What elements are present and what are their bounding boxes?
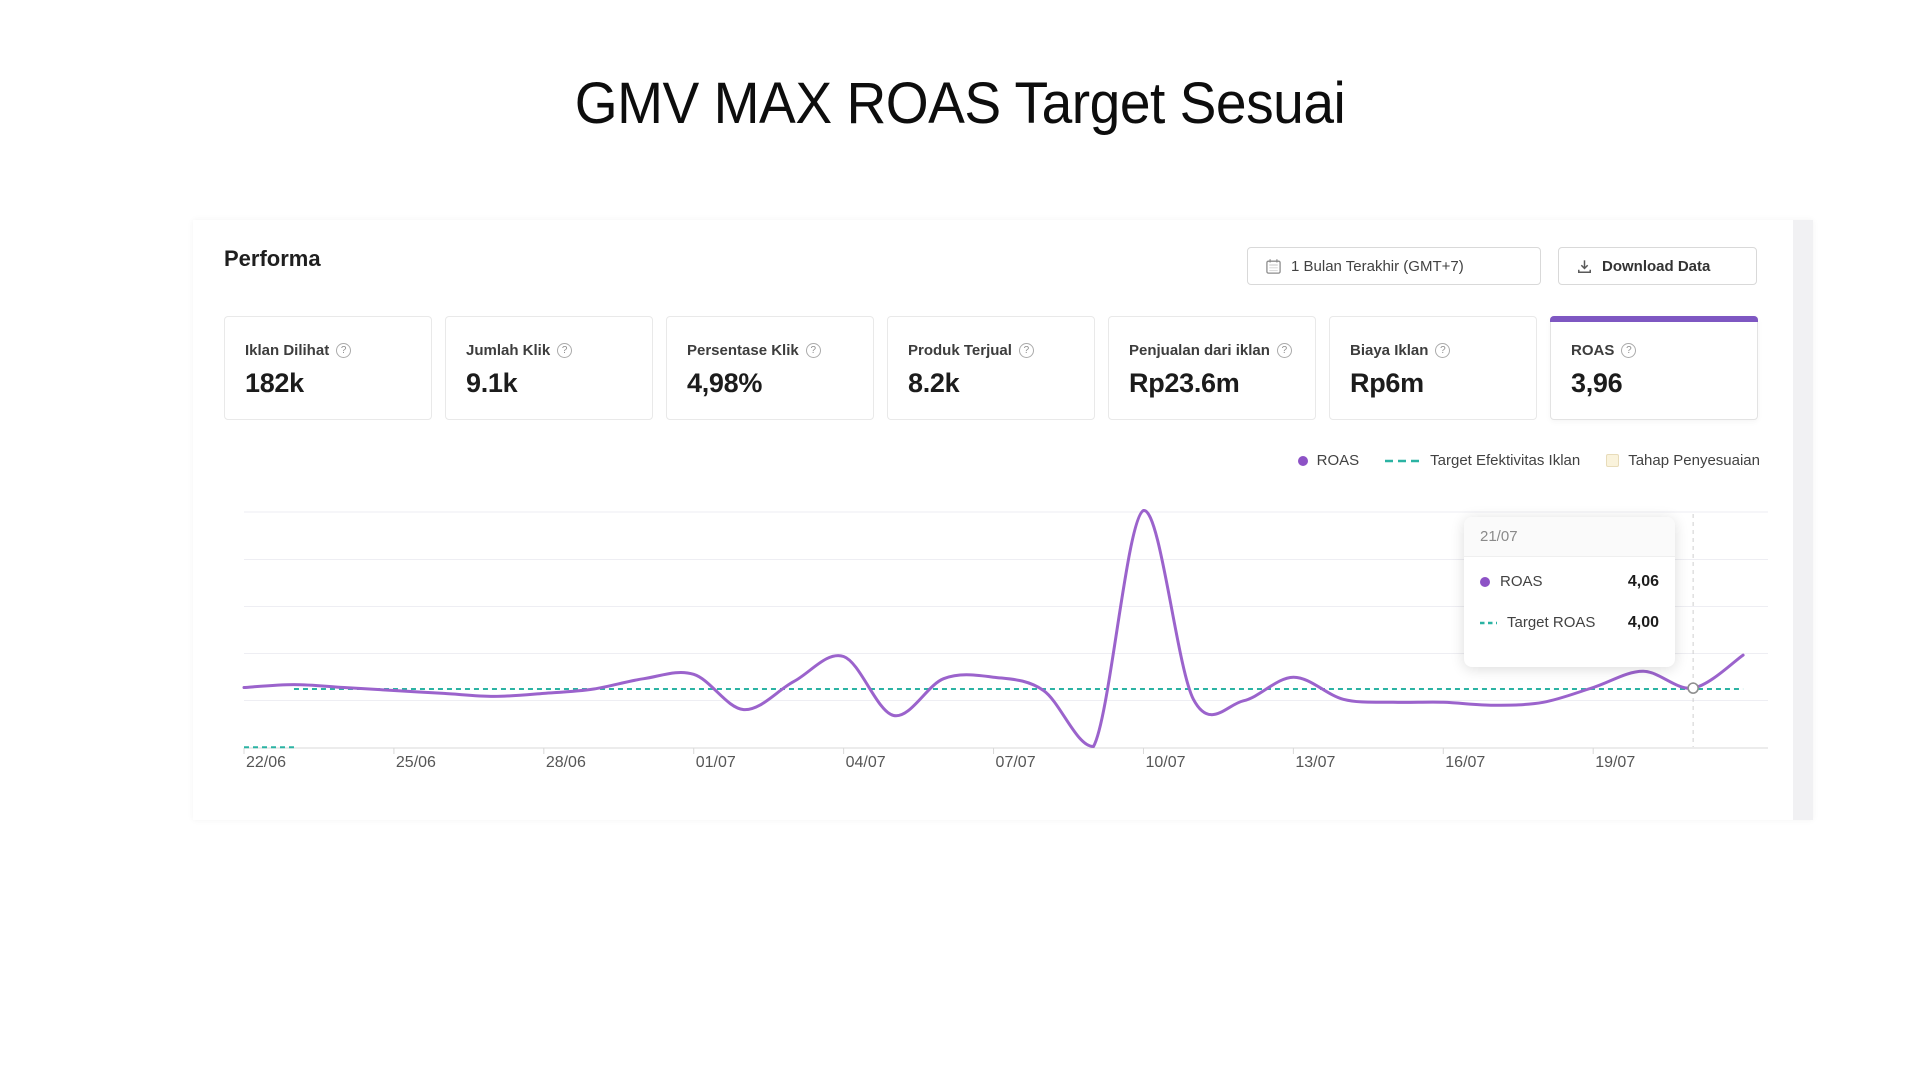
legend-square-icon xyxy=(1606,454,1620,467)
metric-label: Biaya Iklan xyxy=(1350,342,1429,359)
help-icon[interactable]: ? xyxy=(1276,343,1292,358)
help-icon[interactable]: ? xyxy=(1435,343,1451,358)
tooltip-date: 21/07 xyxy=(1464,517,1675,557)
metric-value: 4,98% xyxy=(687,368,763,398)
metric-label: Persentase Klik xyxy=(687,342,799,359)
x-axis-label: 22/06 xyxy=(246,754,287,771)
metric-label: Produk Terjual xyxy=(908,342,1012,359)
metric-label: Iklan Dilihat xyxy=(245,342,330,359)
metric-label: Penjualan dari iklan xyxy=(1129,342,1270,359)
metric-card-iklan-dilihat[interactable]: Iklan Dilihat ? 182k xyxy=(224,316,432,420)
metric-value: 3,96 xyxy=(1571,368,1623,398)
x-axis-label: 28/06 xyxy=(545,754,586,771)
metric-value: 182k xyxy=(245,368,304,398)
legend-item-tahap-penyesuaian[interactable]: Tahap Penyesuaian xyxy=(1606,452,1760,469)
date-range-button[interactable]: 1 Bulan Terakhir (GMT+7) xyxy=(1247,247,1541,285)
legend-label: Tahap Penyesuaian xyxy=(1628,452,1760,469)
x-axis-label: 19/07 xyxy=(1595,754,1636,771)
tooltip-label: Target ROAS xyxy=(1507,614,1596,631)
metric-card-produk-terjual[interactable]: Produk Terjual ? 8.2k xyxy=(887,316,1095,420)
metric-value: 9.1k xyxy=(466,368,518,398)
tooltip-value: 4,06 xyxy=(1627,572,1659,590)
download-icon xyxy=(1576,258,1593,275)
tooltip-dashed-line-icon xyxy=(1480,621,1497,625)
x-axis-label: 25/06 xyxy=(395,754,436,771)
calendar-icon xyxy=(1265,258,1282,275)
download-data-label: Download Data xyxy=(1602,257,1711,275)
x-axis-label: 16/07 xyxy=(1445,754,1486,771)
tooltip-row-target-roas: Target ROAS 4,00 xyxy=(1464,606,1675,639)
help-icon[interactable]: ? xyxy=(1018,343,1034,358)
metric-cards-row: Iklan Dilihat ? 182k Jumlah Klik ? 9.1k … xyxy=(224,316,1758,420)
chart-legend: ROAS Target Efektivitas Iklan Tahap Peny… xyxy=(1297,452,1760,469)
metric-value: 8.2k xyxy=(908,368,960,398)
metric-card-roas[interactable]: ROAS ? 3,96 xyxy=(1550,316,1758,420)
date-range-label: 1 Bulan Terakhir (GMT+7) xyxy=(1291,257,1464,275)
metric-card-penjualan-dari-iklan[interactable]: Penjualan dari iklan ? Rp23.6m xyxy=(1108,316,1316,420)
metric-card-jumlah-klik[interactable]: Jumlah Klik ? 9.1k xyxy=(445,316,653,420)
metric-card-persentase-klik[interactable]: Persentase Klik ? 4,98% xyxy=(666,316,874,420)
x-axis-label: 07/07 xyxy=(995,754,1036,771)
performa-panel: Performa 1 Bulan Terakhir (GMT+7) Downlo… xyxy=(193,220,1813,820)
help-icon[interactable]: ? xyxy=(336,343,352,358)
download-data-button[interactable]: Download Data xyxy=(1558,247,1757,285)
x-axis: 22/06 25/06 28/06 01/07 04/07 07/07 10/0… xyxy=(193,754,1813,778)
help-icon[interactable]: ? xyxy=(805,343,821,358)
help-icon[interactable]: ? xyxy=(1621,343,1637,358)
tooltip-row-roas: ROAS 4,06 xyxy=(1464,565,1675,598)
metric-label: ROAS xyxy=(1571,342,1615,359)
legend-item-target-efektivitas-iklan[interactable]: Target Efektivitas Iklan xyxy=(1385,452,1580,469)
tooltip-value: 4,00 xyxy=(1627,613,1659,631)
x-axis-label: 01/07 xyxy=(695,754,736,771)
legend-dot-icon xyxy=(1297,455,1308,466)
legend-dashed-line-icon xyxy=(1385,459,1422,463)
panel-heading: Performa xyxy=(224,246,321,271)
x-axis-label: 04/07 xyxy=(845,754,886,771)
legend-label: Target Efektivitas Iklan xyxy=(1430,452,1581,469)
chart-tooltip: 21/07 ROAS 4,06 Target ROAS 4,00 xyxy=(1464,517,1675,667)
x-axis-label: 13/07 xyxy=(1295,754,1336,771)
page-title: GMV MAX ROAS Target Sesuai xyxy=(574,71,1346,136)
x-axis-label: 10/07 xyxy=(1145,754,1186,771)
legend-item-roas[interactable]: ROAS xyxy=(1297,452,1360,469)
metric-card-biaya-iklan[interactable]: Biaya Iklan ? Rp6m xyxy=(1329,316,1537,420)
tooltip-label: ROAS xyxy=(1500,573,1543,590)
scrollbar-track[interactable] xyxy=(1793,220,1813,820)
metric-value: Rp23.6m xyxy=(1129,368,1240,398)
help-icon[interactable]: ? xyxy=(557,343,573,358)
tooltip-dot-icon xyxy=(1480,576,1490,587)
legend-label: ROAS xyxy=(1316,452,1360,469)
metric-label: Jumlah Klik xyxy=(466,342,551,359)
metric-value: Rp6m xyxy=(1350,368,1424,398)
